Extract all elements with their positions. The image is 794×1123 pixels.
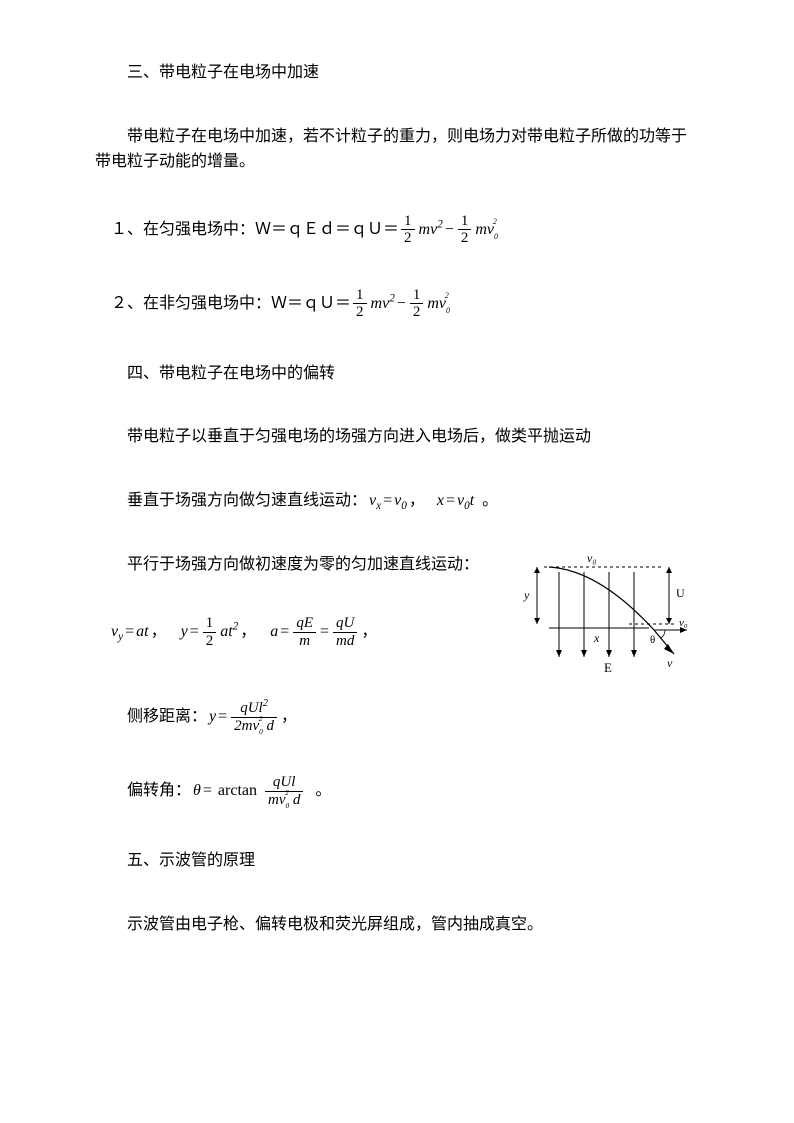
lateral-displacement: 侧移距离： y = qUl2 2mv02d ， <box>127 700 699 734</box>
paragraph-5-intro: 示波管由电子枪、偏转电极和荧光屏组成，管内抽成真空。 <box>95 912 699 938</box>
fraction-qU-md: qU md <box>333 615 357 649</box>
fraction-qUl: qUl mv02d <box>265 774 303 808</box>
fraction-qE-m: qE m <box>293 615 316 649</box>
item-3-2-label: ２、在非匀强电场中： <box>111 291 271 317</box>
at2-expr: at2 <box>220 619 238 645</box>
eq-2: = <box>446 488 455 514</box>
deflection-angle: 偏转角： θ = arctan qUl mv02d 。 <box>127 774 699 808</box>
fraction-half-y: 1 2 <box>203 615 217 649</box>
svg-text:v: v <box>667 656 673 670</box>
fraction-half-3: 1 2 <box>353 287 367 321</box>
v0t-expr: v0t <box>457 488 474 514</box>
perp-label: 垂直于场强方向做匀速直线运动： <box>127 488 367 514</box>
deflection-diagram: v₀ y U x E v₀ <box>519 552 699 701</box>
lateral-label: 侧移距离： <box>127 704 207 730</box>
paragraph-3-intro: 带电粒子在电场中加速，若不计粒子的重力，则电场力对带电粒子所做的功等于带电粒子动… <box>95 124 699 175</box>
item-3-1-prefix: Ｗ＝ｑＥｄ＝ｑＵ＝ <box>255 217 399 243</box>
y-var: y <box>181 619 188 645</box>
svg-text:v₀: v₀ <box>679 617 688 629</box>
theta-var: θ <box>193 778 201 804</box>
paragraph-4-intro: 带电粒子以垂直于匀强电场的场强方向进入电场后，做类平抛运动 <box>95 424 699 450</box>
kinetic-energy-diff: 1 2 mv2 − 1 2 mv02 <box>399 213 502 247</box>
x-var: x <box>437 488 444 514</box>
svg-text:y: y <box>523 588 530 602</box>
y-var-lat: y <box>209 704 216 730</box>
vx-var: vx <box>369 488 381 514</box>
mv2-term-b: mv2 <box>371 291 395 317</box>
minus-sign-b: − <box>397 291 406 317</box>
v0-var-a: v0 <box>394 488 407 514</box>
perp-motion-line: 垂直于场强方向做匀速直线运动： vx = v0 ， x = v0t 。 <box>127 488 699 514</box>
equation-3-1: １、在匀强电场中： Ｗ＝ｑＥｄ＝ｑＵ＝ 1 2 mv2 − 1 2 mv02 <box>111 213 699 247</box>
at-expr: at <box>136 619 148 645</box>
a-var: a <box>270 619 278 645</box>
heading-section-5: 五、示波管的原理 <box>95 848 699 874</box>
arctan-func: arctan <box>218 778 257 804</box>
fraction-qUl2: qUl2 2mv02d <box>231 700 277 734</box>
fraction-half-1: 1 2 <box>401 213 415 247</box>
svg-text:E: E <box>604 660 612 675</box>
heading-section-3: 三、带电粒子在电场中加速 <box>95 60 699 86</box>
fraction-half-2: 1 2 <box>458 213 472 247</box>
svg-text:v₀: v₀ <box>587 552 597 565</box>
mv2-term: mv2 <box>419 217 443 243</box>
svg-text:θ: θ <box>650 634 655 646</box>
para-motion-label: 平行于场强方向做初速度为零的匀加速直线运动： <box>95 552 519 578</box>
item-3-1-label: １、在匀强电场中： <box>111 217 255 243</box>
equation-3-2: ２、在非匀强电场中： Ｗ＝ｑＵ＝ 1 2 mv2 − 1 2 mv02 <box>111 287 699 321</box>
mv02-term: mv02 <box>475 217 502 243</box>
comma-1: ， <box>409 488 425 514</box>
acceleration-equations: vy = at ， y = 1 2 at2 ， a = qE m = qU <box>111 615 519 649</box>
kinetic-energy-diff-2: 1 2 mv2 − 1 2 mv02 <box>351 287 454 321</box>
svg-text:x: x <box>593 631 600 645</box>
svg-text:U: U <box>676 586 685 600</box>
period-1: 。 <box>482 488 498 514</box>
item-3-2-prefix: Ｗ＝ｑＵ＝ <box>271 291 351 317</box>
mv02-term-b: mv02 <box>427 291 454 317</box>
fraction-half-4: 1 2 <box>410 287 424 321</box>
eq-1: = <box>383 488 392 514</box>
angle-label: 偏转角： <box>127 778 191 804</box>
vy-var: vy <box>111 619 123 645</box>
minus-sign: − <box>445 217 454 243</box>
heading-section-4: 四、带电粒子在电场中的偏转 <box>95 361 699 387</box>
